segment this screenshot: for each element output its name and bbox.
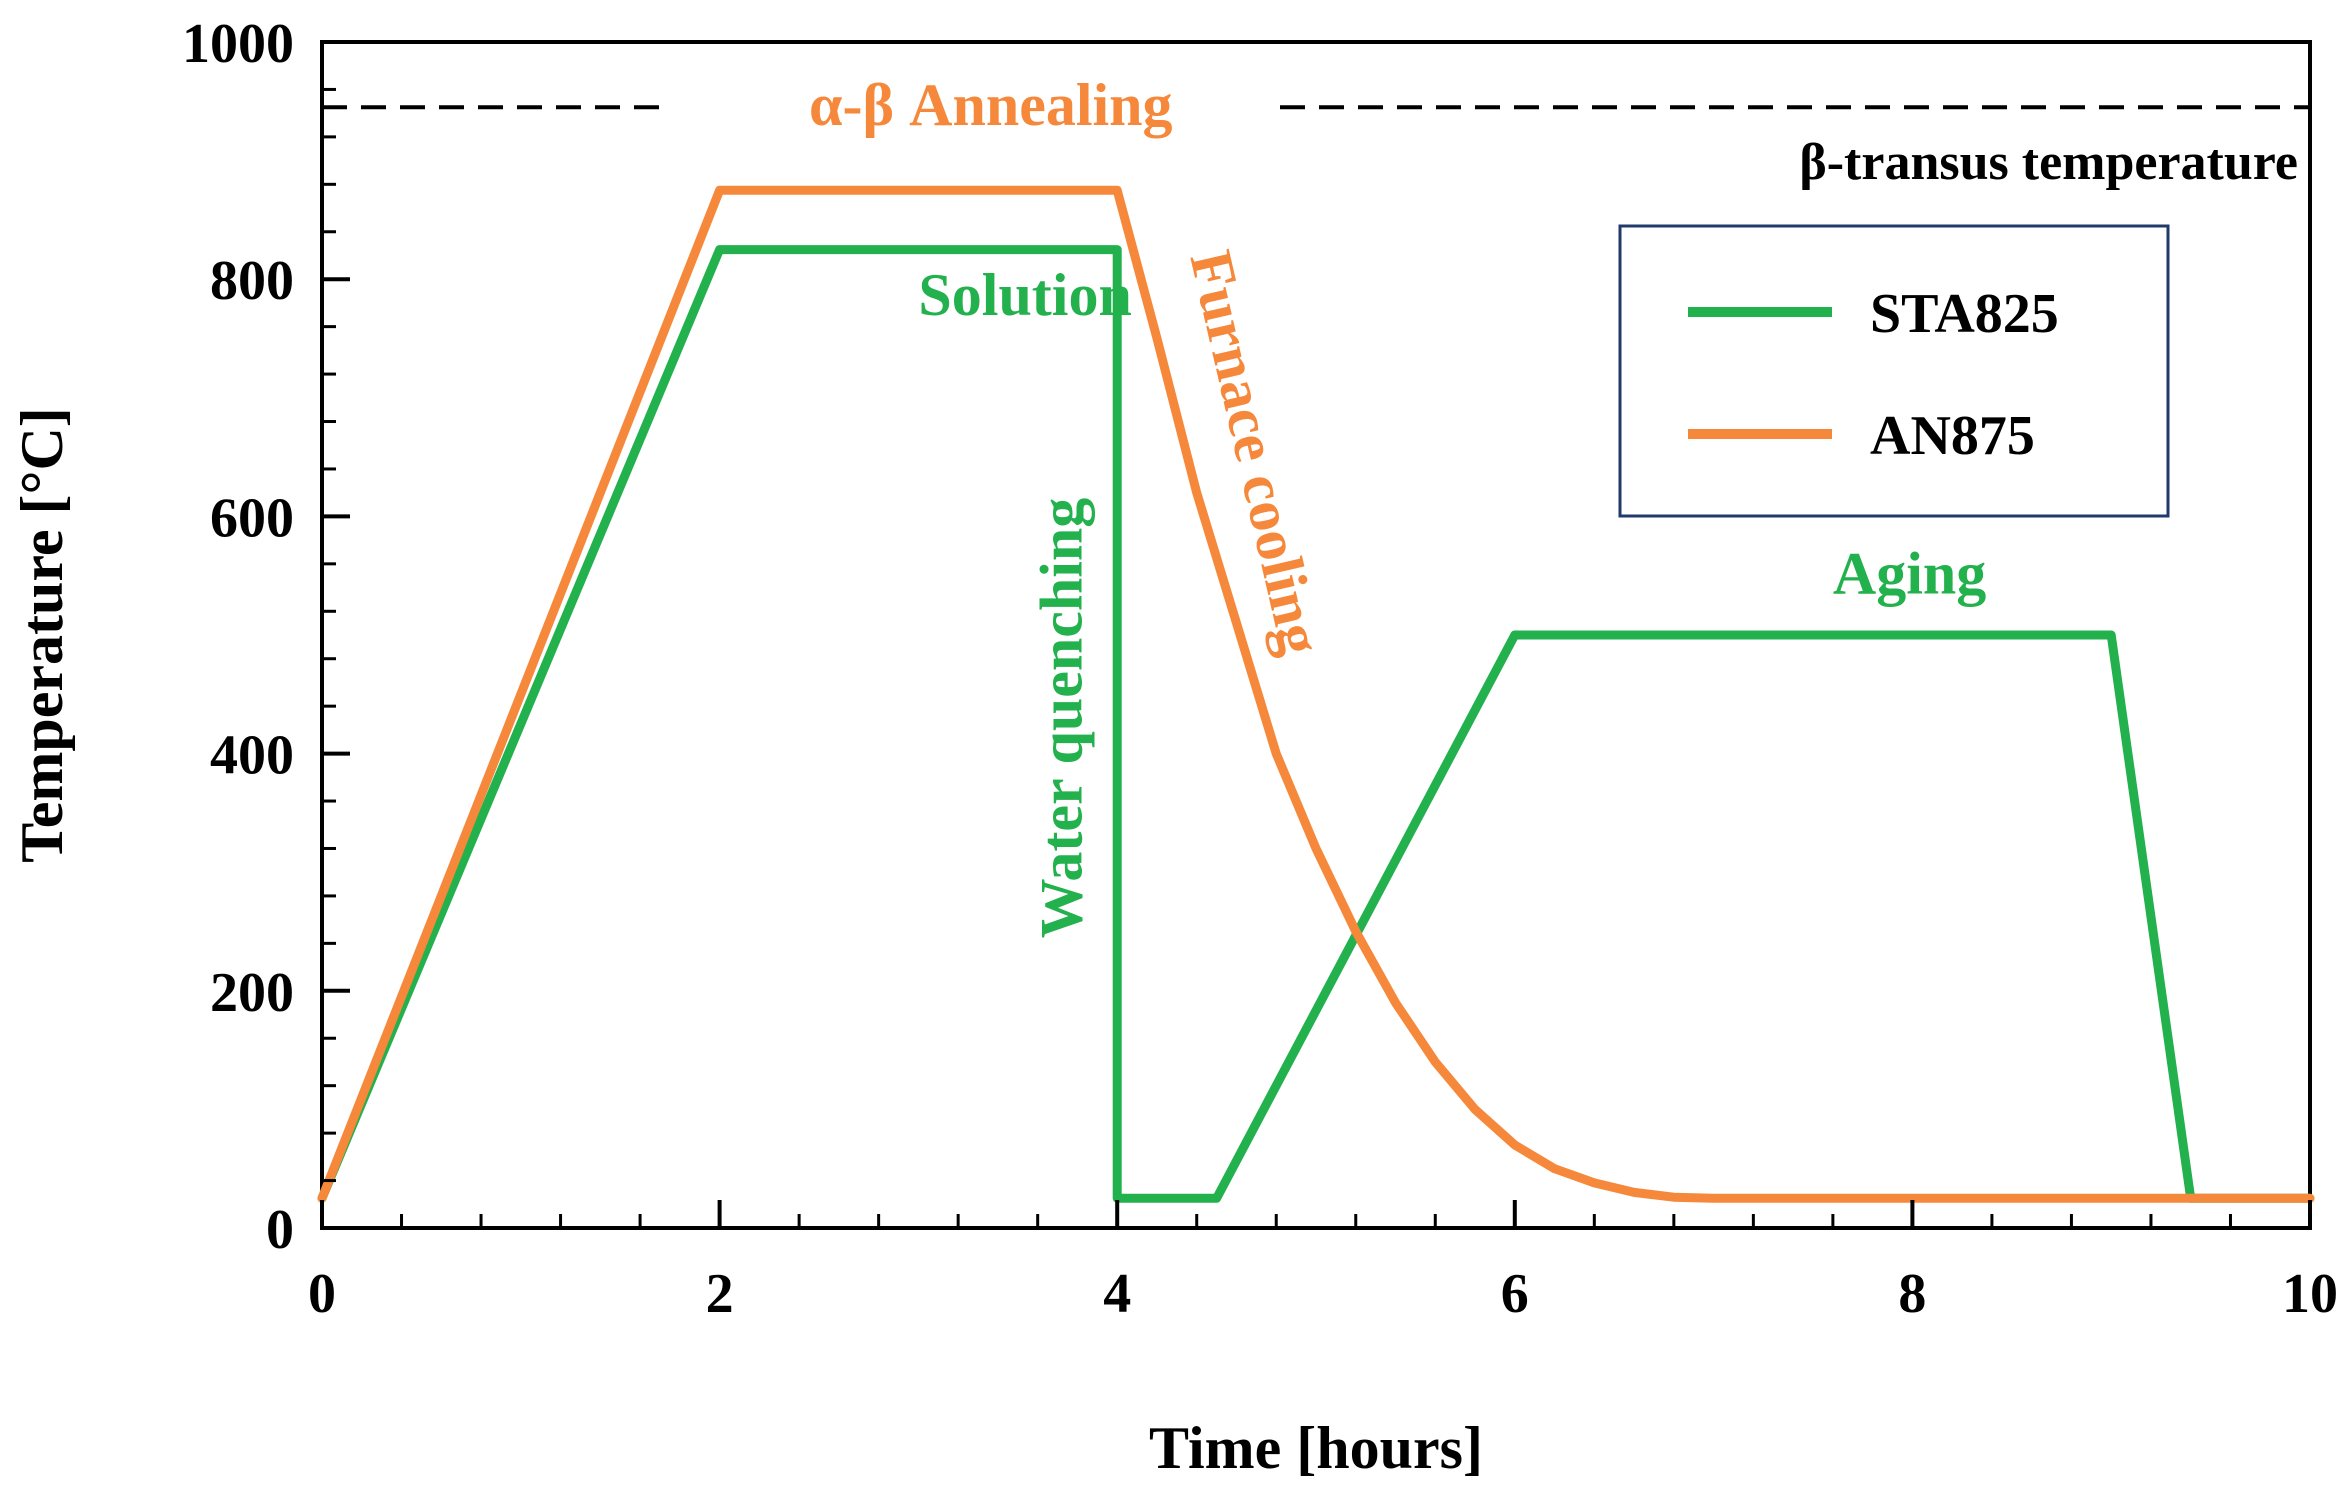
y-tick-label: 200 (210, 962, 294, 1024)
plot-area (320, 40, 2312, 1230)
x-axis: 0 2 4 6 8 10 (308, 1200, 2338, 1325)
annotation-annealing: α-β Annealing (809, 72, 1173, 138)
series-group (317, 185, 2315, 1203)
plot-frame (320, 40, 2312, 1230)
annotation-furnace-cooling: Furnace cooling (1178, 245, 1335, 661)
x-tick-label: 6 (1501, 1263, 1529, 1325)
legend-label-sta825: STA825 (1870, 283, 2059, 345)
x-tick-label: 0 (308, 1263, 336, 1325)
y-tick-label: 0 (266, 1199, 294, 1261)
series-line-an875 (317, 185, 2315, 1203)
annotation-aging: Aging (1833, 540, 1986, 606)
y-tick-label: 400 (210, 725, 294, 787)
x-axis-title: Time [hours] (1149, 1415, 1483, 1481)
y-tick-label: 1000 (182, 13, 294, 75)
annotation-water-quenching: Water quenching (1028, 498, 1094, 939)
series-line-sta825 (317, 245, 2315, 1203)
y-tick-label: 600 (210, 487, 294, 549)
legend: STA825 AN875 (1618, 224, 2170, 518)
x-tick-label: 10 (2282, 1263, 2338, 1325)
y-axis: 0 200 400 600 800 1000 (182, 13, 350, 1261)
legend-box (1618, 224, 2170, 518)
beta-transus-label: β-transus temperature (1799, 134, 2298, 191)
annotation-solution: Solution (918, 262, 1131, 328)
legend-label-an875: AN875 (1870, 405, 2035, 467)
x-tick-label: 4 (1103, 1263, 1131, 1325)
y-tick-label: 800 (210, 250, 294, 312)
x-tick-label: 2 (706, 1263, 734, 1325)
y-axis-title: Temperature [°C] (9, 407, 75, 863)
x-tick-label: 8 (1898, 1263, 1926, 1325)
reference-line-group: β-transus temperature (322, 105, 2310, 191)
